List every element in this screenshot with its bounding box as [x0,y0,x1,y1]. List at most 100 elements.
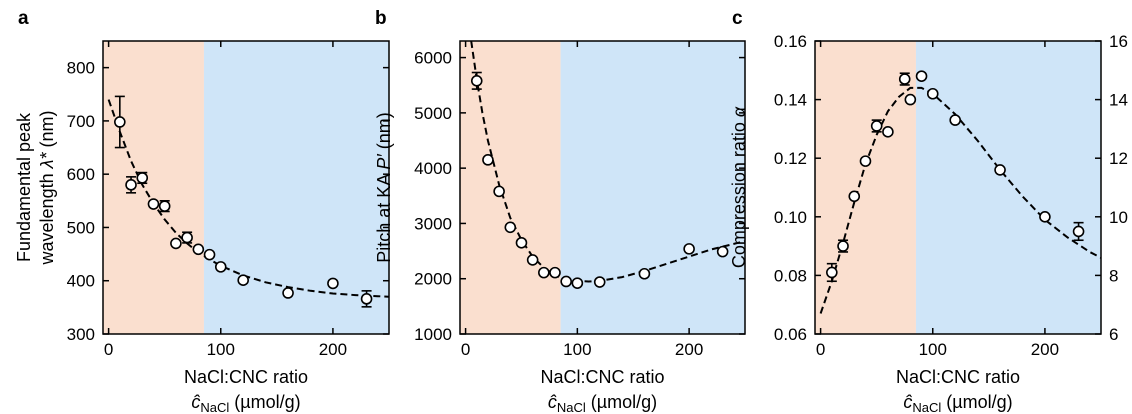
data-point [203,248,216,261]
data-point [859,155,872,167]
data-point [158,200,171,212]
data-point [237,274,249,286]
x-axis-subtitle: ĉNaCl (µmol/g) [903,392,1012,414]
y-tick-label: 6000 [414,49,452,68]
x-axis-title: NaCl:CNC ratio [896,367,1020,387]
panel-letter: b [375,8,387,29]
y-axis-title: Compression ratio α [729,106,749,268]
y-tick-label: 0.12 [774,149,807,168]
data-point [837,240,849,252]
y-tick-label: 0.14 [774,91,807,110]
data-point [926,87,939,100]
x-axis-title: NaCl:CNC ratio [184,367,308,387]
data-point [192,243,205,256]
data-point [949,114,961,126]
y-tick-label: 600 [67,165,95,184]
x-tick-label: 200 [1031,340,1059,359]
data-point [571,277,584,289]
y-tick-label: 0.08 [774,266,807,285]
panel-a: 0 100 200 300 400 500 600 700 800 a NaCl:CNC ratio… [14,8,390,414]
y-tick-label: 400 [67,272,95,291]
data-point [898,73,911,85]
data-point [593,276,606,288]
data-point [526,254,539,266]
data-point [493,185,505,198]
y-tick-label: 300 [67,325,95,344]
x-axis-subtitle: ĉNaCl (µmol/g) [548,392,657,414]
low-ratio-region [815,41,916,334]
y-axis-title-line2: wavelength λ* (nm) [37,111,57,266]
data-point [170,237,182,250]
x-tick-label: 0 [816,340,825,359]
data-point [114,116,126,128]
y-tick-label: 5000 [414,104,452,123]
data-point [282,287,294,299]
plot-frame [814,40,1102,335]
x-axis-title: NaCl:CNC ratio [540,367,664,387]
fit-curve [819,86,1101,314]
data-point [470,75,483,87]
data-point [515,236,528,249]
panel-letter: c [732,8,743,29]
data-point [360,293,373,305]
data-point [683,243,695,255]
x-tick-label: 100 [207,340,235,359]
y-tick-label: 800 [67,59,95,78]
y-right-tick-label: 6 [1109,325,1118,344]
data-point [994,164,1006,176]
data-point [904,93,917,106]
data-point [560,275,572,288]
plot-frame [102,40,390,335]
high-ratio-region [560,41,745,334]
high-ratio-region [203,41,389,334]
y-right-tick-label: 14 [1109,91,1128,110]
x-axis-subtitle: ĉNaCl (µmol/g) [191,392,300,414]
x-tick-label: 0 [461,340,470,359]
y-axis-title: Pitch at KA P′ (nm) [374,112,394,262]
panel-c: 0 100 200 0.06 0.08 0.10 0.12 0.14 0.16 6 8 10 12 14 1… [729,8,1132,414]
y-tick-label: 500 [67,218,95,237]
data-point [848,190,861,203]
y-axis-title-line1: Fundamental peak [14,112,34,262]
y-right-tick-label: 16 [1109,32,1128,51]
high-ratio-region [915,41,1101,334]
data-point [915,70,928,82]
y-tick-label: 1000 [414,325,452,344]
data-point [214,261,227,273]
data-point [716,245,729,258]
data-point [147,198,160,210]
y-right-tick-label: 10 [1109,208,1128,227]
x-tick-label: 200 [675,340,703,359]
y-tick-label: 700 [67,112,95,131]
y-right-tick-label: 12 [1109,149,1128,168]
y-tick-label: 0.10 [774,208,807,227]
x-tick-label: 0 [104,340,113,359]
data-point [882,126,894,138]
data-point [136,172,149,184]
data-point [327,277,339,290]
panel-letter: a [18,8,29,29]
y-tick-label: 0.06 [774,325,807,344]
data-point [482,154,494,166]
data-point [1072,225,1085,238]
data-point [504,221,517,234]
data-point [638,267,651,280]
x-tick-label: 200 [319,340,347,359]
panel-b: 0 100 200 1000 2000 3000 4000 5000 6000 b NaCl:CNC… [374,8,746,414]
data-point [181,231,193,244]
data-point [538,266,550,279]
low-ratio-region [103,41,204,334]
y-tick-label: 4000 [414,159,452,178]
x-tick-label: 100 [563,340,591,359]
data-point [1039,211,1051,223]
data-point [125,179,137,191]
x-tick-label: 100 [919,340,947,359]
plot-frame [459,40,746,335]
y-right-tick-label: 8 [1109,266,1118,285]
data-point [870,120,883,132]
data-point [549,266,561,279]
data-point [826,266,838,279]
y-tick-label: 3000 [414,214,452,233]
y-tick-label: 0.16 [774,32,807,51]
